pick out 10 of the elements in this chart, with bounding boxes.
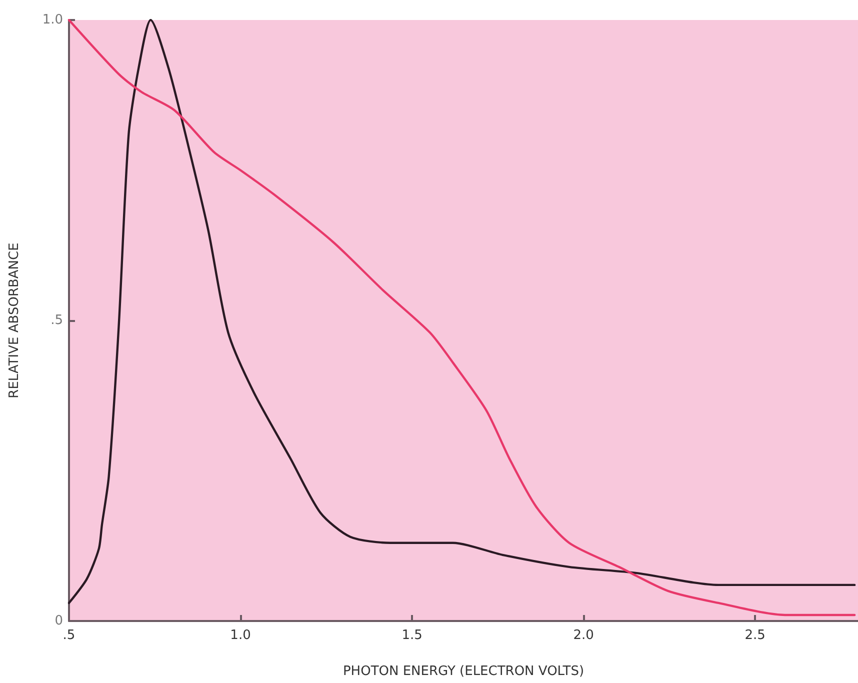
y-axis-title: RELATIVE ABSORBANCE xyxy=(7,242,22,398)
y-tick-label: .5 xyxy=(50,313,63,328)
x-tick-label: 1.0 xyxy=(230,628,251,643)
x-tick-label: .5 xyxy=(62,628,76,643)
x-axis-title: PHOTON ENERGY (ELECTRON VOLTS) xyxy=(342,664,584,679)
x-tick-label: 2.5 xyxy=(744,628,766,643)
y-tick-label: 1.0 xyxy=(42,12,63,28)
y-tick-label: 0 xyxy=(54,614,63,628)
x-tick-label: 1.5 xyxy=(402,628,422,643)
x-tick-label: 2.0 xyxy=(573,628,594,643)
